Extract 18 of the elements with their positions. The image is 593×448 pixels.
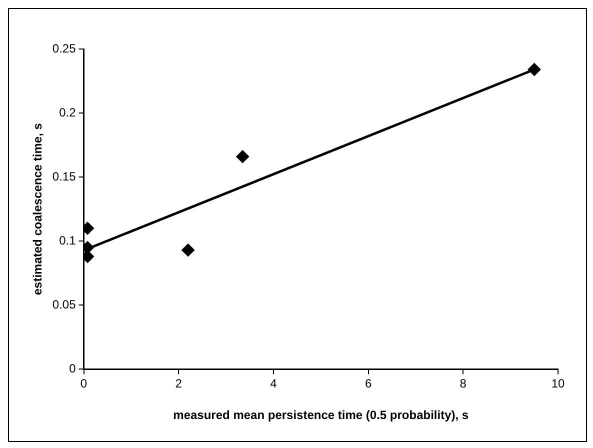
y-tick-label: 0.25	[52, 41, 76, 56]
y-tick-label: 0.15	[52, 169, 76, 184]
y-tick-label: 0.1	[59, 233, 76, 248]
point	[236, 150, 250, 164]
y-tick-label: 0.2	[59, 105, 76, 120]
x-tick-label: 2	[175, 376, 182, 391]
x-tick-label: 10	[551, 376, 565, 391]
x-tick-label: 0	[80, 376, 88, 391]
x-tick-label: 4	[270, 376, 278, 391]
y-axis-title: estimated coalescence time, s	[30, 122, 45, 296]
point	[182, 244, 195, 257]
x-tick-label: 6	[364, 376, 372, 391]
x-axis-title: measured mean persistence time (0.5 probability), s	[173, 408, 469, 422]
x-tick-label: 8	[460, 376, 467, 391]
y-tick-label: 0	[69, 362, 76, 376]
point	[84, 222, 94, 235]
point	[528, 62, 541, 76]
y-tick-label: 0.05	[52, 297, 76, 312]
